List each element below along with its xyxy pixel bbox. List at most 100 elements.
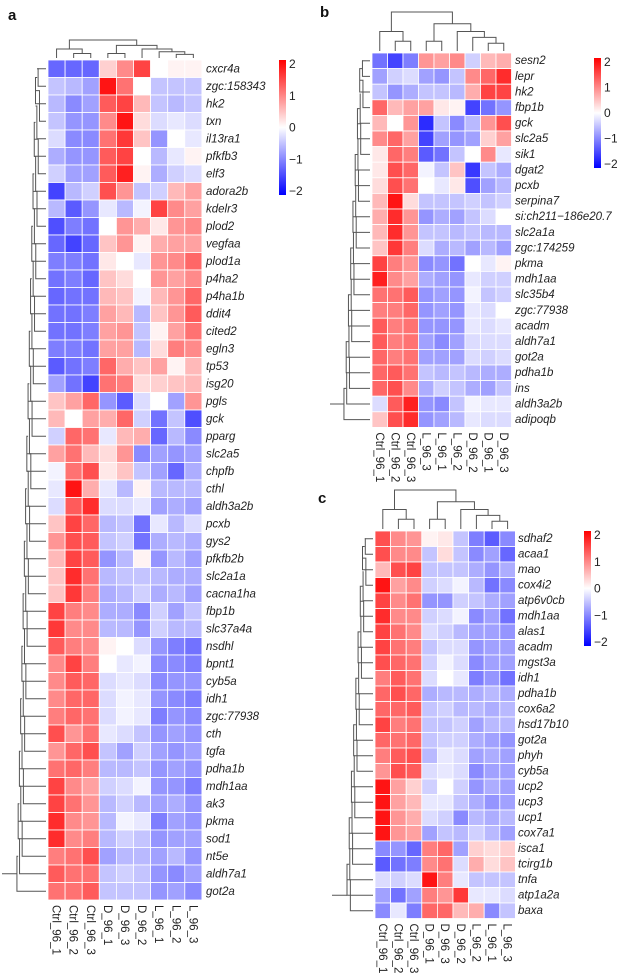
heatmap-cell [436, 654, 454, 671]
heatmap-cell [390, 887, 407, 904]
heatmap-cell [133, 724, 152, 743]
heatmap-panel-c: c sdhaf2 acaa1 mao cox4i2 atp6v0cb mdh1aa alas1… [318, 489, 608, 973]
heatmap-cell [483, 577, 501, 594]
heatmap-cell [464, 52, 481, 70]
heatmap-cell [418, 270, 435, 288]
heatmap-cell [47, 707, 66, 726]
heatmap-cell [184, 322, 203, 341]
heatmap-cell [436, 716, 454, 733]
heatmap-cell [499, 794, 516, 811]
heatmap-cell [81, 672, 100, 691]
heatmap-cell [116, 689, 134, 708]
heatmap-cell [452, 871, 470, 888]
heatmap-cell [402, 364, 419, 382]
heatmap-cell [464, 333, 481, 350]
heatmap-cell [64, 129, 83, 148]
heatmap-cell [167, 654, 186, 673]
heatmap-cell [98, 164, 117, 183]
heatmap-cell [452, 592, 470, 609]
dendrogram-link [491, 520, 509, 529]
heatmap-cell [418, 130, 435, 148]
heatmap-cell [184, 724, 203, 743]
dendrogram-link [359, 79, 370, 109]
heatmap-cell [167, 864, 186, 883]
heatmap-cell [405, 592, 423, 609]
heatmap-cell [449, 146, 466, 163]
heatmap-cell [167, 672, 186, 691]
column-label: L_96_2 [450, 432, 462, 470]
color-bar-tick: 1 [604, 81, 611, 95]
heatmap-cell [116, 742, 134, 761]
heatmap-cell [184, 637, 203, 656]
heatmap-cell [47, 864, 66, 883]
heatmap-cell [81, 304, 100, 323]
heatmap-cell [480, 115, 497, 132]
heatmap-cell [390, 716, 407, 733]
heatmap-cell [480, 83, 497, 101]
heatmap-cell [374, 577, 392, 594]
row-label: zgc:174259 [514, 242, 575, 254]
heatmap-cell [499, 639, 516, 656]
heatmap-cell [184, 287, 203, 306]
heatmap-cell [495, 192, 512, 210]
dendrogram-link [436, 501, 475, 520]
heatmap-cell [452, 546, 470, 563]
heatmap-cell [98, 654, 117, 673]
heatmap-cell [116, 584, 134, 603]
heatmap-cell [167, 304, 186, 323]
heatmap-cell [402, 333, 419, 350]
row-label: cacna1ha [206, 589, 256, 601]
heatmap-cell [452, 685, 470, 702]
heatmap-cell [390, 902, 407, 919]
heatmap-cell [387, 333, 404, 350]
heatmap-cell [167, 287, 186, 306]
heatmap-cell [184, 252, 203, 271]
heatmap-cell [98, 549, 117, 568]
heatmap-cell [374, 732, 392, 749]
heatmap-cell [499, 670, 516, 687]
heatmap-cell [98, 357, 117, 376]
heatmap-cell [480, 177, 497, 194]
heatmap-cell [371, 380, 388, 397]
heatmap-cell [495, 411, 512, 428]
heatmap-cell [47, 77, 66, 96]
heatmap-cell [133, 427, 152, 446]
heatmap-cell [418, 364, 435, 382]
heatmap-cell [371, 146, 388, 163]
dendrogram-link [26, 470, 46, 507]
color-bar-tick: −1 [289, 152, 303, 166]
heatmap-cell [150, 147, 169, 166]
heatmap-cell [405, 701, 423, 718]
dendrogram-link [351, 801, 373, 834]
row-label: tp53 [206, 361, 229, 373]
heatmap-cell [464, 161, 481, 179]
heatmap-cell [480, 208, 497, 226]
heatmap-cell [133, 759, 152, 778]
heatmap-cell [47, 269, 66, 288]
heatmap-cell [64, 602, 83, 621]
heatmap-cell [133, 444, 152, 463]
heatmap-cell [150, 777, 169, 796]
heatmap-cell [184, 672, 203, 691]
row-label: chpfb [206, 466, 235, 478]
heatmap-cell [167, 777, 186, 796]
dendrogram-link [348, 309, 370, 343]
dendrogram-link [357, 123, 370, 155]
heatmap-cell [499, 825, 516, 842]
heatmap-cell [116, 199, 134, 218]
heatmap-cell [436, 856, 454, 873]
dendrogram-link [34, 156, 46, 192]
heatmap-cell [81, 584, 100, 603]
heatmap-cell [47, 672, 66, 691]
heatmap-cell [116, 619, 134, 638]
heatmap-cell [402, 255, 419, 272]
heatmap-cell [387, 99, 404, 116]
heatmap-cell [405, 577, 423, 594]
heatmap-cell [150, 234, 169, 253]
heatmap-cell [468, 608, 485, 625]
heatmap-cell [98, 864, 117, 883]
heatmap-cell [133, 374, 152, 393]
heatmap-cell [116, 304, 134, 323]
column-label: L_96_3 [501, 924, 513, 962]
row-label: aldh7a1 [206, 869, 247, 881]
